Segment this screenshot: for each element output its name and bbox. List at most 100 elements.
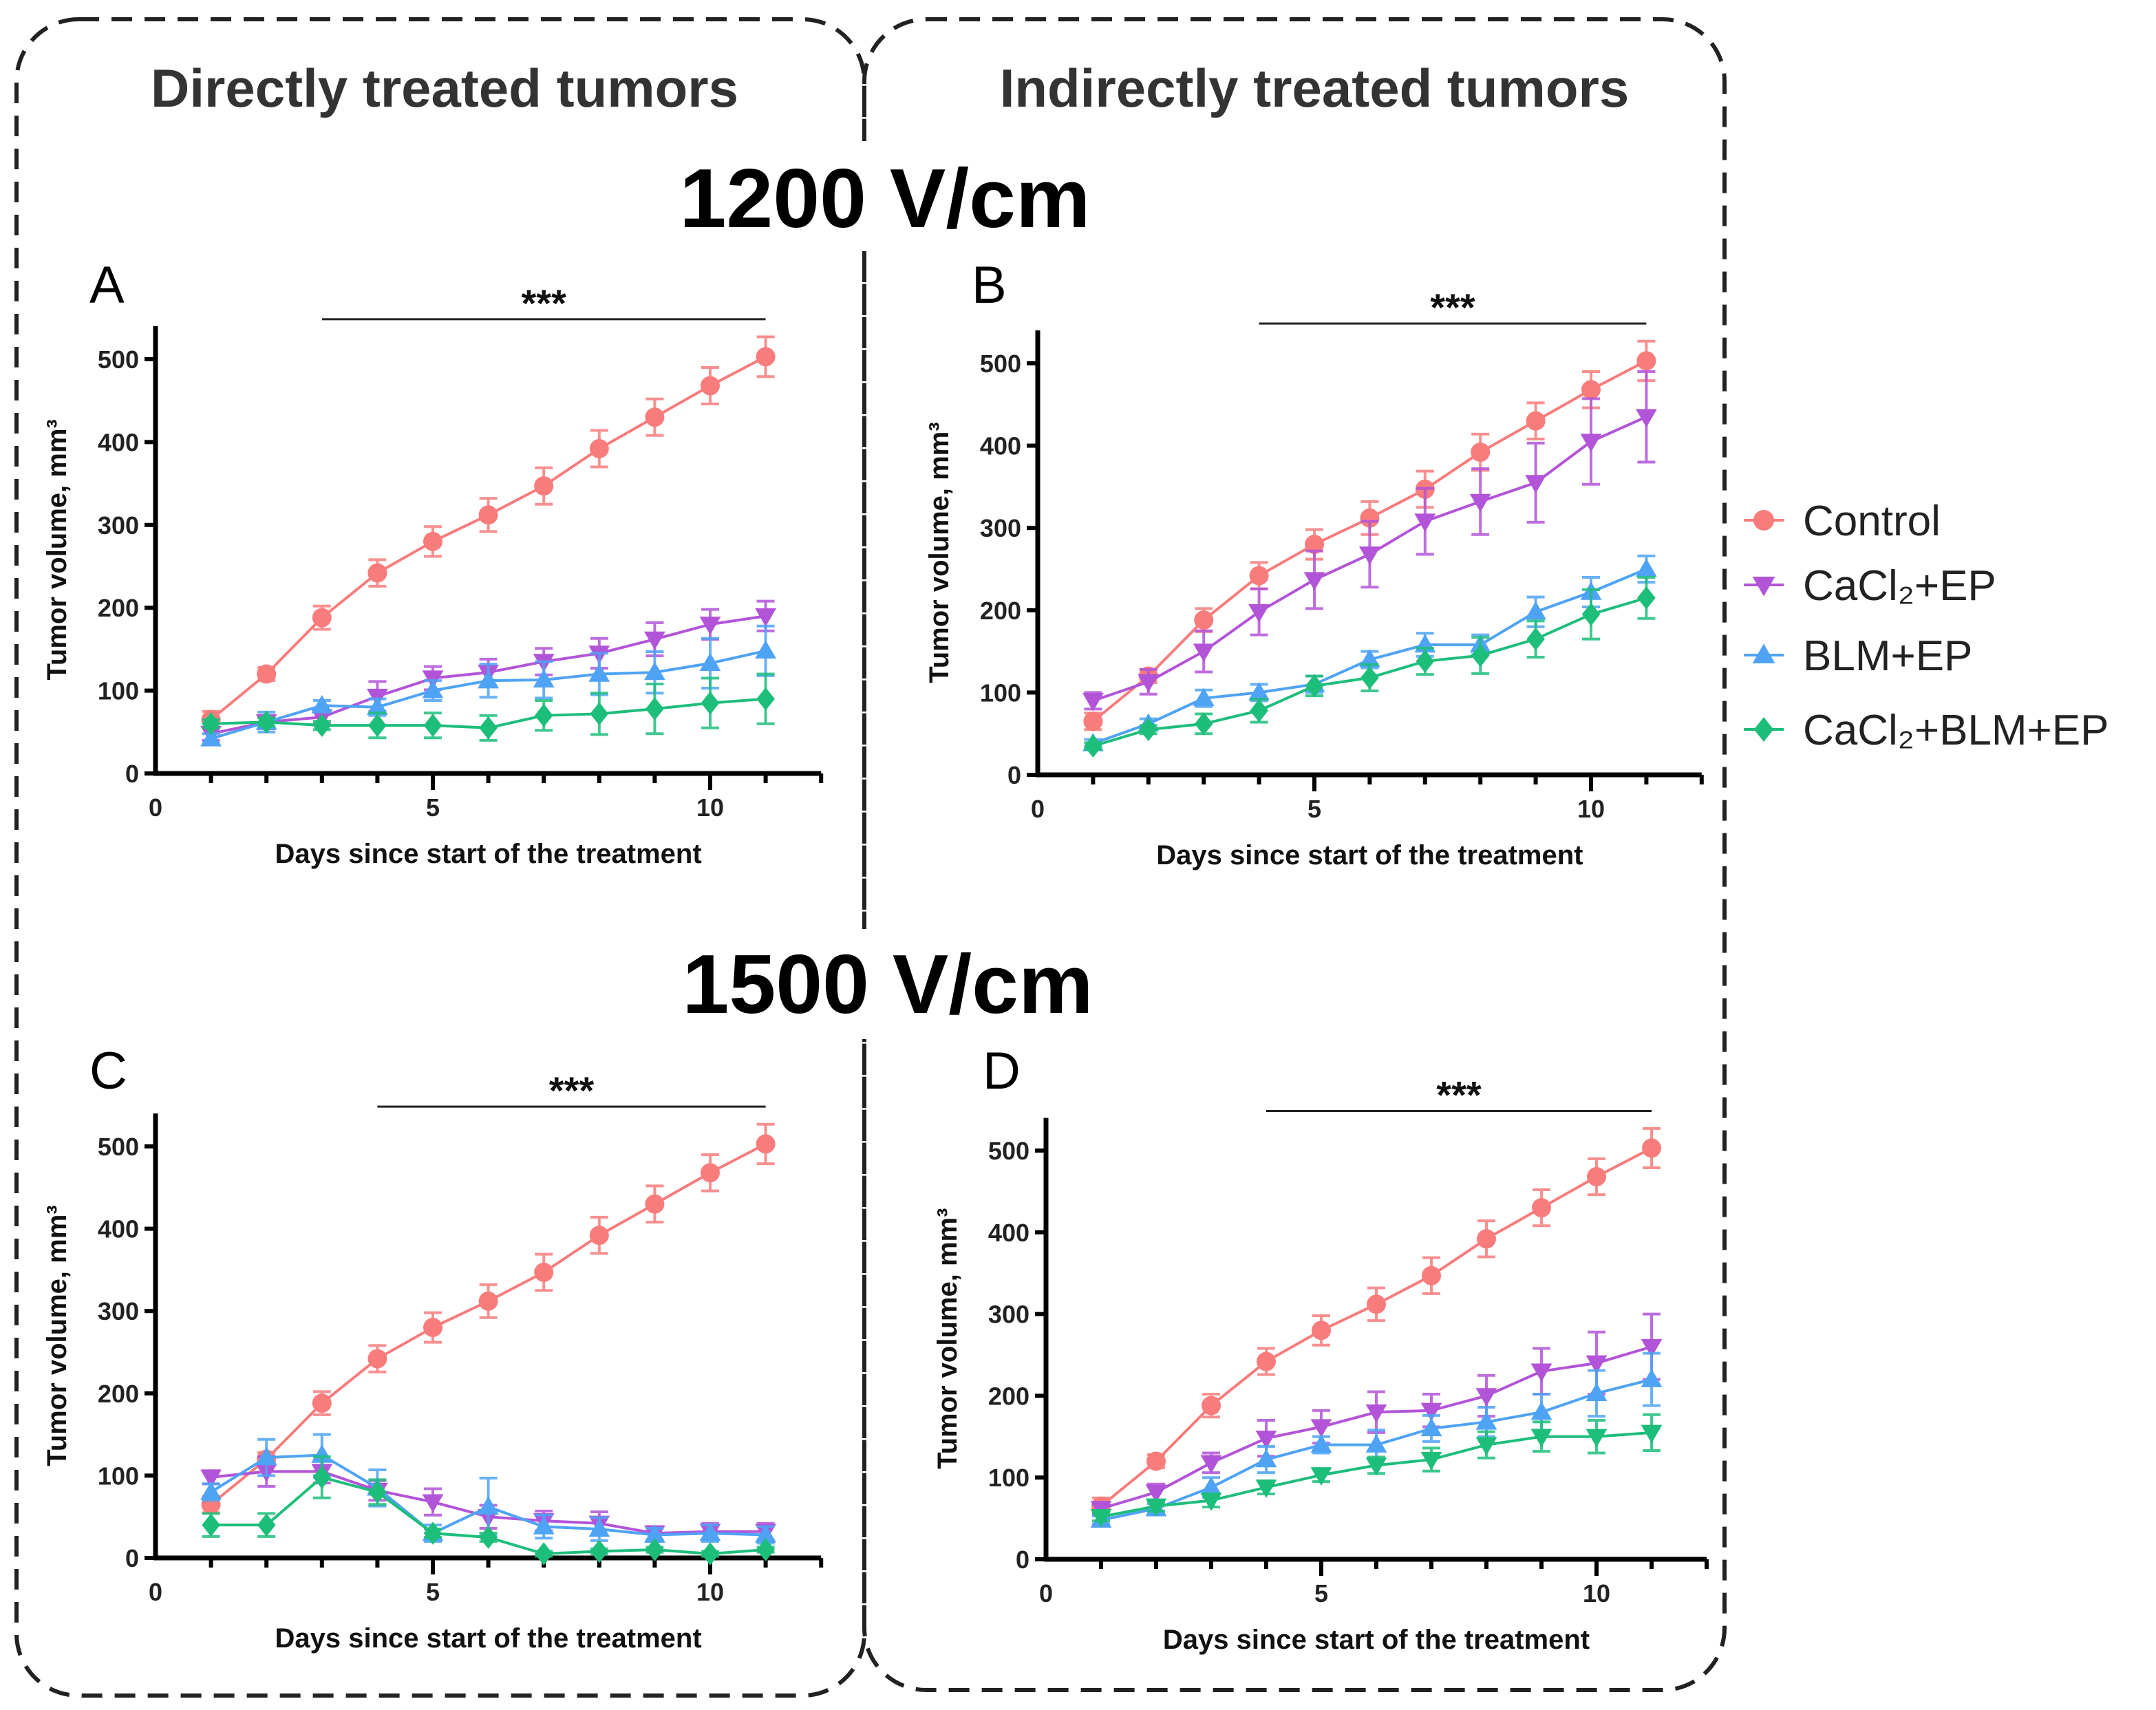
legend-item: CaCl₂+BLM+EP bbox=[1744, 707, 2109, 754]
data-point bbox=[1082, 693, 1104, 712]
y-tick-label: 200 bbox=[980, 597, 1021, 625]
data-point bbox=[1255, 1449, 1277, 1468]
data-point bbox=[1359, 546, 1380, 565]
data-point bbox=[645, 1194, 665, 1214]
legend-marker-diamond-icon bbox=[1753, 717, 1774, 742]
data-point bbox=[1471, 442, 1491, 462]
y-tick-label: 200 bbox=[988, 1382, 1029, 1410]
data-point bbox=[202, 712, 220, 736]
data-point bbox=[756, 1134, 776, 1154]
right-dashed-frame bbox=[862, 17, 1727, 1692]
data-point bbox=[1641, 1424, 1663, 1444]
data-point bbox=[756, 687, 775, 711]
series-cacl-blm-ep bbox=[202, 1455, 775, 1565]
y-tick-label: 300 bbox=[98, 1297, 139, 1325]
y-tick-label: 0 bbox=[1016, 1546, 1029, 1574]
data-point bbox=[701, 1542, 720, 1565]
data-point bbox=[200, 728, 222, 747]
data-point bbox=[534, 476, 554, 496]
data-point bbox=[1139, 718, 1158, 742]
data-point bbox=[1255, 1430, 1277, 1449]
data-point bbox=[257, 1513, 276, 1537]
series-cacl-blm-ep bbox=[1090, 1413, 1663, 1528]
data-point bbox=[479, 716, 498, 740]
legend: Control CaCl₂+EP BLM+EP CaCl₂+BLM+EP bbox=[1744, 498, 2109, 754]
data-point bbox=[1475, 1437, 1497, 1456]
legend-label: CaCl₂+EP bbox=[1803, 562, 1996, 610]
data-point bbox=[1530, 1429, 1552, 1448]
data-point bbox=[478, 505, 498, 525]
x-tick-label: 5 bbox=[426, 1578, 440, 1606]
x-axis-title: Days since start of the treatment bbox=[1163, 1625, 1590, 1655]
data-point bbox=[588, 663, 610, 682]
data-point bbox=[1145, 1484, 1167, 1503]
legend-marker-triangle-down-icon bbox=[1752, 577, 1775, 597]
panel-label: D bbox=[983, 1042, 1021, 1100]
legend-item: CaCl₂+EP bbox=[1744, 562, 1996, 610]
data-point bbox=[644, 661, 665, 681]
y-tick-label: 0 bbox=[125, 760, 139, 788]
x-tick-label: 10 bbox=[1583, 1579, 1610, 1607]
data-point bbox=[368, 1480, 387, 1504]
data-point bbox=[1637, 586, 1656, 610]
x-tick-label: 5 bbox=[1314, 1579, 1328, 1607]
data-point bbox=[367, 563, 387, 583]
data-point bbox=[701, 376, 720, 396]
y-tick-label: 300 bbox=[980, 514, 1021, 542]
header-indirectly-treated: Indirectly treated tumors bbox=[1000, 58, 1630, 118]
data-point bbox=[1414, 513, 1436, 533]
data-point bbox=[1420, 1418, 1442, 1437]
data-point bbox=[1420, 1451, 1442, 1471]
data-point bbox=[422, 1494, 444, 1513]
data-point bbox=[1257, 1351, 1276, 1371]
y-tick-label: 300 bbox=[988, 1301, 1029, 1329]
data-point bbox=[423, 714, 442, 737]
data-point bbox=[1083, 712, 1103, 731]
data-point bbox=[312, 1465, 332, 1489]
data-point bbox=[1636, 558, 1657, 577]
x-tick-label: 5 bbox=[1308, 795, 1321, 823]
x-axis-title: Days since start of the treatment bbox=[1156, 840, 1583, 870]
x-tick-label: 0 bbox=[149, 1578, 162, 1606]
data-point bbox=[312, 1393, 332, 1413]
data-point bbox=[1312, 1321, 1331, 1340]
data-point bbox=[1303, 572, 1325, 590]
data-point bbox=[590, 1539, 609, 1563]
data-point bbox=[1586, 1382, 1608, 1402]
data-point bbox=[1250, 698, 1268, 723]
y-axis-title: Tumor volume, mm³ bbox=[42, 1205, 72, 1466]
data-point bbox=[1586, 1355, 1608, 1374]
data-point bbox=[423, 1521, 442, 1545]
data-point bbox=[1580, 434, 1602, 453]
data-point bbox=[311, 1444, 333, 1463]
data-point bbox=[1642, 1138, 1661, 1158]
data-point bbox=[1586, 1429, 1608, 1448]
legend-marker-circle-icon bbox=[1753, 510, 1774, 531]
data-point bbox=[1471, 643, 1490, 667]
data-point bbox=[1193, 687, 1215, 706]
header-directly-treated: Directly treated tumors bbox=[151, 58, 738, 118]
data-point bbox=[1477, 1229, 1496, 1249]
data-point bbox=[200, 1481, 222, 1500]
data-point bbox=[534, 1542, 553, 1565]
data-point bbox=[533, 669, 555, 688]
section-title-1500: 1500 V/cm bbox=[683, 937, 1093, 1031]
data-point bbox=[311, 694, 333, 714]
data-point bbox=[756, 347, 776, 367]
panel-label: B bbox=[972, 256, 1007, 314]
data-point bbox=[1255, 1479, 1277, 1498]
data-point bbox=[533, 1516, 555, 1535]
data-point bbox=[257, 664, 277, 684]
data-point bbox=[478, 670, 499, 689]
y-tick-label: 500 bbox=[988, 1137, 1029, 1165]
y-tick-label: 300 bbox=[98, 511, 139, 539]
data-point bbox=[423, 1318, 442, 1338]
legend-item: Control bbox=[1744, 498, 1941, 545]
y-tick-label: 500 bbox=[980, 350, 1021, 378]
panel-label: A bbox=[89, 256, 125, 314]
x-axis-title: Days since start of the treatment bbox=[275, 1623, 701, 1654]
data-point bbox=[1138, 674, 1160, 693]
data-point bbox=[701, 1163, 720, 1183]
x-tick-label: 10 bbox=[1577, 795, 1605, 823]
data-point bbox=[1530, 1401, 1552, 1420]
